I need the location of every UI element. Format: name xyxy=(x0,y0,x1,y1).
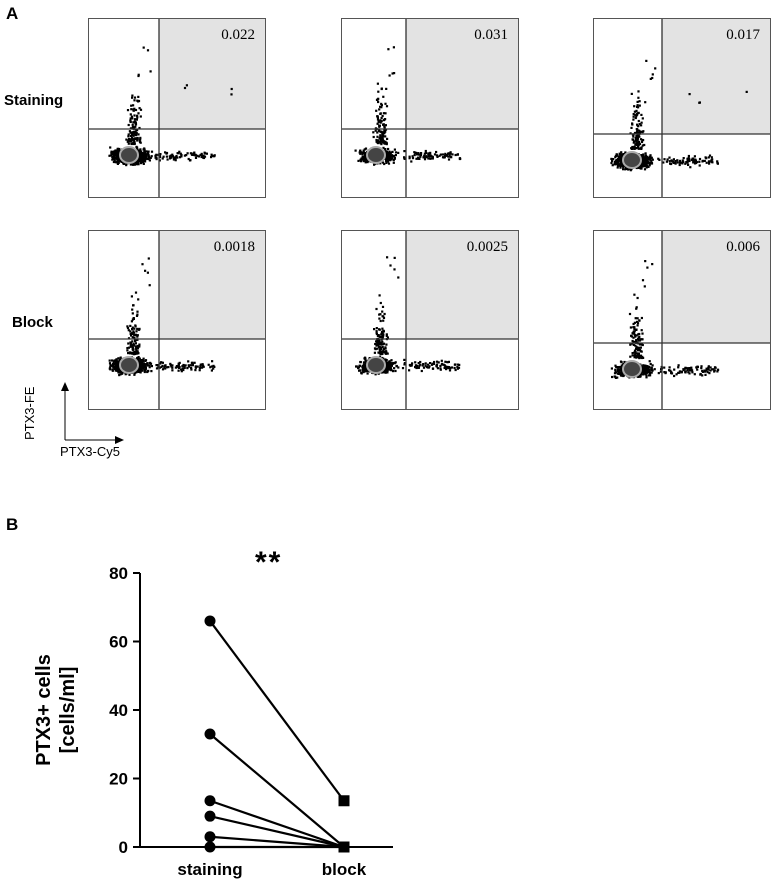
positive-gate-region xyxy=(406,231,518,339)
panel-b-letter: B xyxy=(6,515,19,534)
block-point-6 xyxy=(338,841,350,853)
quadrant-percentage: 0.0018 xyxy=(213,239,255,255)
positive-gate-region xyxy=(662,231,770,343)
population-core xyxy=(119,146,139,164)
flow-plot-canvas xyxy=(594,231,770,409)
positive-gate-region xyxy=(159,19,265,129)
pair-line-5 xyxy=(209,835,345,849)
quadrant-percentage: 0.0025 xyxy=(466,239,508,255)
positive-gate-region xyxy=(159,231,265,339)
x-arrowhead-icon xyxy=(115,436,124,444)
positive-gate-region xyxy=(406,19,518,129)
population-core xyxy=(366,146,386,164)
row-label-block: Block xyxy=(12,314,53,331)
quadrant-percentage: 0.031 xyxy=(474,27,508,43)
paired-chart: 0 20 40 60 80 staining block PTX3+ cells [cells/… xyxy=(33,564,393,879)
pair-line-2 xyxy=(209,733,345,848)
staining-point-5 xyxy=(204,831,216,843)
y-tick-label: 80 xyxy=(109,564,128,583)
quadrant-percentage: 0.017 xyxy=(726,27,760,43)
y-arrowhead-icon xyxy=(61,382,69,391)
flow-plot-canvas xyxy=(89,231,265,409)
flow-plot-canvas xyxy=(342,231,518,409)
population-core xyxy=(366,356,386,374)
flow-plot-3: 0.017 xyxy=(593,18,771,198)
x-orientation-label: PTX3-Cy5 xyxy=(60,444,120,459)
pair-line-1 xyxy=(209,620,345,802)
staining-point-6 xyxy=(204,841,216,853)
positive-gate-region xyxy=(662,19,770,134)
staining-point-2 xyxy=(204,728,216,740)
flow-plot-5: 0.0025 xyxy=(341,230,519,410)
flow-plot-canvas xyxy=(594,19,770,197)
y-orientation-label: PTX3-FE xyxy=(22,386,37,440)
flow-plot-4: 0.0018 xyxy=(88,230,266,410)
pair-line-4 xyxy=(209,815,345,849)
y-axis-label: PTX3+ cells [cells/ml] xyxy=(33,654,79,766)
flow-plot-1: 0.022 xyxy=(88,18,266,198)
population-core xyxy=(119,356,139,374)
staining-point-3 xyxy=(204,795,216,807)
x-tick-label-block: block xyxy=(322,860,367,879)
y-tick-label: 60 xyxy=(109,633,128,652)
staining-point-4 xyxy=(204,810,216,822)
y-tick-label: 20 xyxy=(109,770,128,789)
quadrant-percentage: 0.022 xyxy=(221,27,255,43)
flow-plot-2: 0.031 xyxy=(341,18,519,198)
y-tick-label: 0 xyxy=(119,838,128,857)
block-point-1 xyxy=(338,795,350,807)
flow-plot-canvas xyxy=(342,19,518,197)
orientation-axes xyxy=(61,382,124,444)
row-label-staining: Staining xyxy=(4,92,64,109)
significance-marker: ** xyxy=(255,546,283,579)
flow-plot-canvas xyxy=(89,19,265,197)
panel-a-letter: A xyxy=(6,4,19,23)
population-core xyxy=(622,151,642,169)
population-core xyxy=(622,360,642,378)
pair-line-3 xyxy=(209,799,345,849)
y-tick-label: 40 xyxy=(109,701,128,720)
quadrant-percentage: 0.006 xyxy=(726,239,760,255)
flow-plot-6: 0.006 xyxy=(593,230,771,410)
x-tick-label-staining: staining xyxy=(177,860,242,879)
staining-point-1 xyxy=(204,615,216,627)
